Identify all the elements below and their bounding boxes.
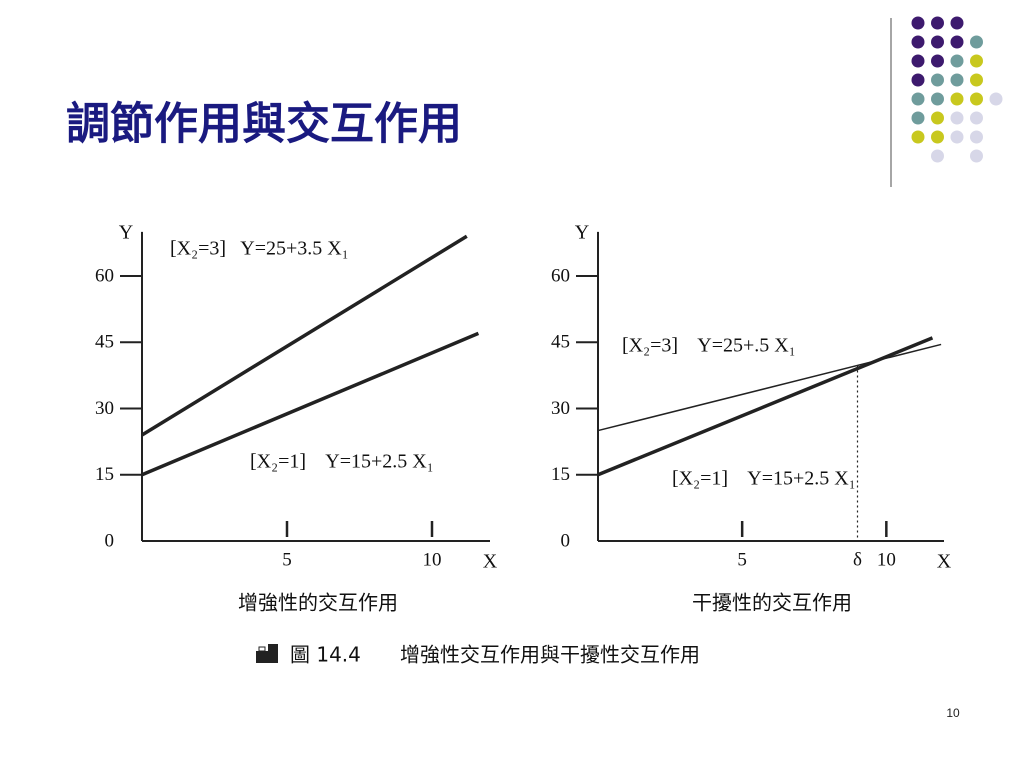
- dot: [970, 111, 983, 125]
- dot: [950, 16, 964, 30]
- dot: [970, 54, 983, 68]
- dot: [911, 54, 925, 68]
- dot: [911, 111, 925, 125]
- dot: [970, 149, 983, 163]
- dot: [950, 130, 964, 144]
- x-tick-label: 5: [282, 549, 292, 570]
- dot: [931, 35, 944, 49]
- chart-title: 增強性的交互作用: [238, 591, 398, 615]
- caption-label: 圖 14.4: [290, 643, 361, 667]
- x-tick-label: 5: [737, 549, 747, 570]
- dot: [911, 16, 925, 30]
- dot: [931, 130, 944, 144]
- dot: [950, 54, 964, 68]
- x-tick-label: δ: [853, 549, 862, 570]
- y-axis-label: Y: [575, 221, 589, 243]
- page-number: 10: [946, 706, 960, 720]
- y-tick-label: 30: [95, 398, 114, 419]
- dot: [911, 73, 925, 87]
- dot: [931, 73, 944, 87]
- dot: [950, 35, 964, 49]
- series-line: [141, 234, 468, 437]
- annotation: [X₂=1] Y=15+2.5 X₁: [672, 468, 856, 490]
- annotation: [X₂=3] Y=25+.5 X₁: [622, 335, 796, 357]
- y-tick-label: 60: [95, 265, 114, 286]
- series-line: [597, 343, 942, 432]
- dot: [970, 35, 983, 49]
- dot: [911, 130, 925, 144]
- y-tick-label: 0: [105, 530, 115, 551]
- dot: [950, 73, 964, 87]
- y-axis-label: Y: [119, 221, 133, 243]
- series-line: [597, 336, 934, 477]
- dot: [989, 92, 1003, 106]
- x-axis-label: X: [483, 551, 498, 573]
- caption-icon: [256, 644, 278, 663]
- dot: [970, 92, 983, 106]
- y-tick-label: 0: [561, 530, 571, 551]
- x-axis-label: X: [937, 551, 952, 573]
- x-tick-label: 10: [877, 549, 896, 570]
- y-tick-label: 45: [95, 332, 114, 353]
- x-tick-label: 10: [423, 549, 442, 570]
- dot: [931, 149, 944, 163]
- dot: [931, 92, 944, 106]
- dot: [970, 73, 983, 87]
- y-tick-label: 45: [551, 332, 570, 353]
- dot: [950, 92, 964, 106]
- annotation: [X₂=1] Y=15+2.5 X₁: [250, 451, 434, 473]
- y-tick-label: 60: [551, 265, 570, 286]
- y-tick-label: 15: [551, 464, 570, 485]
- dot: [931, 54, 944, 68]
- dot: [950, 111, 964, 125]
- dot: [970, 130, 983, 144]
- decoration: [911, 16, 1003, 163]
- chart-title: 干擾性的交互作用: [692, 591, 852, 615]
- dot: [931, 16, 944, 30]
- annotation: [X₂=3] Y=25+3.5 X₁: [170, 238, 349, 260]
- series-line: [141, 331, 480, 477]
- dot: [911, 92, 925, 106]
- dot: [911, 35, 925, 49]
- caption: 增強性交互作用與干擾性交互作用: [400, 643, 700, 667]
- y-tick-label: 15: [95, 464, 114, 485]
- y-tick-label: 30: [551, 398, 570, 419]
- dot: [931, 111, 944, 125]
- slide-title: 調節作用與交互作用: [66, 99, 462, 150]
